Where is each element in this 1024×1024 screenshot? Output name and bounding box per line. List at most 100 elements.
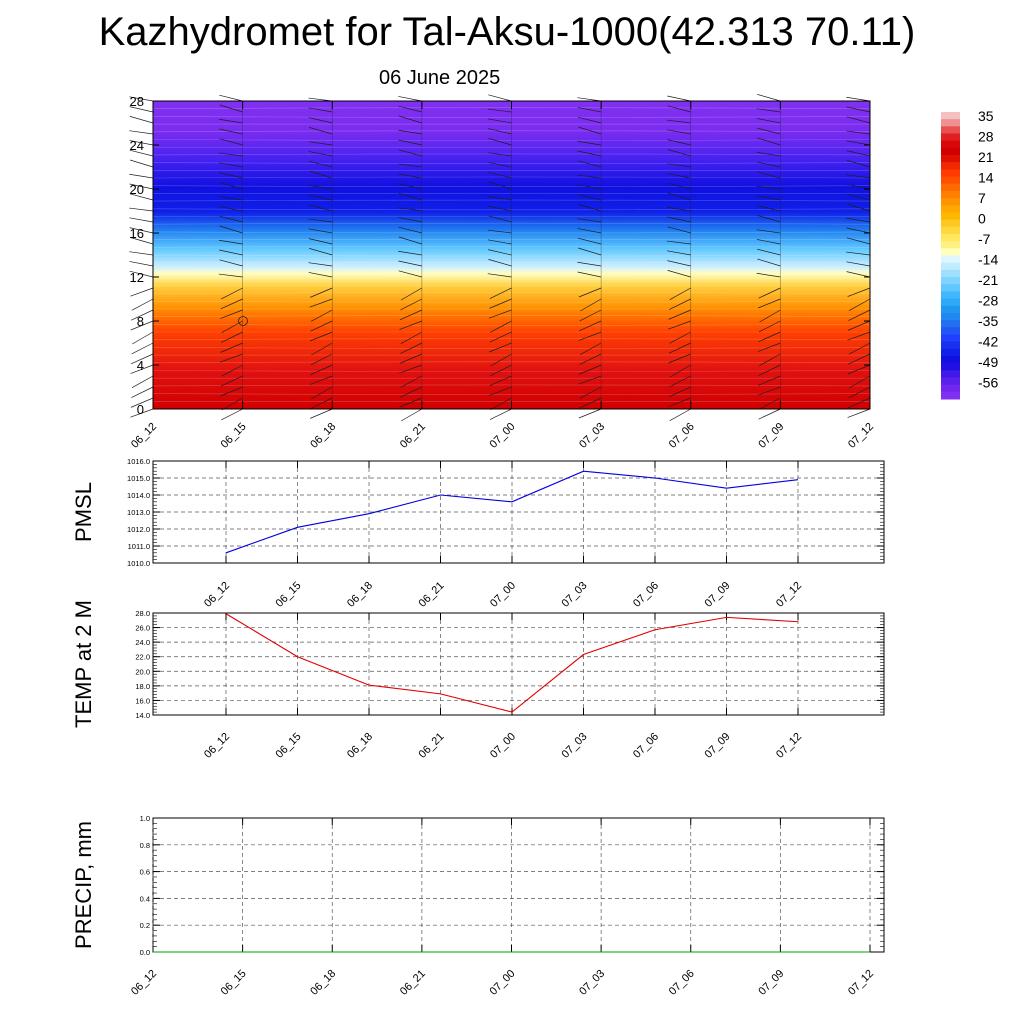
wind-barb (129, 106, 154, 113)
y-tick-label: 0.8 (140, 841, 150, 850)
wind-barb (846, 140, 871, 146)
wind-barb (489, 331, 512, 343)
wind-barb (577, 237, 602, 245)
wind-barb (667, 173, 691, 179)
wind-barb (846, 251, 871, 256)
y-tick-label: 24 (130, 138, 144, 153)
wind-barb (668, 397, 691, 407)
wind-barb (399, 309, 423, 321)
wind-barb (398, 217, 422, 223)
wind-barb (308, 228, 333, 234)
colorbar-swatch (941, 176, 960, 185)
wind-barb (131, 386, 154, 398)
wind-barb (219, 353, 243, 363)
wind-barb (129, 217, 154, 223)
wind-barb (847, 408, 871, 418)
wind-barb (219, 128, 243, 135)
wind-barb (667, 270, 691, 278)
colorbar-swatch (941, 334, 960, 343)
wind-barb (400, 298, 423, 311)
wind-barb (489, 287, 512, 299)
wind-barb (756, 151, 781, 157)
wind-barb (398, 236, 422, 245)
wind-barb (846, 130, 871, 135)
wind-barb (221, 364, 243, 377)
wind-barb (489, 364, 512, 377)
wind-barb (756, 195, 781, 201)
wind-barb (131, 298, 154, 311)
wind-barb (579, 386, 602, 399)
panel-frame (152, 612, 885, 716)
colorbar-swatch (941, 119, 960, 127)
y-tick-label: 1011.0 (128, 542, 150, 551)
y-tick-label: 28.0 (135, 609, 150, 618)
wind-barb (219, 172, 243, 179)
wind-barb (487, 108, 512, 113)
x-tick-label: 07_09 (703, 580, 733, 610)
wind-barb (399, 353, 423, 364)
colorbar-swatch (941, 183, 960, 192)
wind-barb (218, 162, 243, 168)
wind-barb (308, 184, 333, 190)
y-tick-label: 1.0 (140, 814, 150, 823)
colorbar-label: -28 (978, 293, 998, 309)
y-tick-label: 0.4 (140, 894, 150, 903)
wind-barb (400, 331, 423, 344)
x-tick-label: 07_03 (577, 968, 607, 998)
wind-barb (308, 194, 333, 201)
x-tick-label: 07_00 (488, 731, 518, 761)
wind-barb (400, 287, 423, 301)
x-tick-label: 06_15 (219, 968, 249, 998)
x-tick-label: 07_12 (774, 580, 804, 610)
temp-panel: 28.0 26.0 24.0 22.0 20.0 18.0 16.0 14.0 06_12 06_… (71, 600, 885, 761)
wind-barb (219, 182, 243, 190)
wind-barb (398, 115, 422, 124)
wind-barb (398, 105, 422, 113)
x-tick-label: 07_03 (560, 731, 590, 761)
wind-barb (669, 298, 691, 310)
page-date: 06 June 2025 (379, 67, 501, 89)
wind-barb (130, 364, 154, 374)
wind-barb (129, 149, 154, 157)
wind-barb (846, 271, 871, 278)
wind-barb (219, 104, 243, 113)
x-tick-label: 07_09 (756, 968, 786, 998)
wind-barb (311, 386, 333, 399)
wind-barb (488, 259, 512, 267)
colorbar-swatch (941, 348, 960, 357)
colorbar-label: -21 (978, 272, 998, 288)
wind-barb (221, 408, 243, 421)
colorbar-swatch (941, 391, 960, 400)
wind-barb (130, 397, 154, 408)
wind-barb (579, 342, 602, 355)
y-tick-label: 14.0 (135, 711, 150, 720)
wind-barb (488, 171, 512, 179)
wind-barb (578, 247, 602, 256)
wind-barb (309, 298, 333, 308)
wind-barb (399, 386, 423, 398)
x-tick-label: 06_12 (129, 421, 159, 451)
wind-barb (666, 206, 691, 212)
wind-barb (310, 353, 333, 366)
wind-barb (577, 261, 602, 267)
wind-barb (398, 226, 422, 234)
x-tick-label: 07_06 (631, 731, 661, 761)
colorbar-label: 0 (978, 211, 986, 227)
wind-barb (129, 159, 154, 168)
wind-barb (310, 364, 333, 376)
wind-barb (398, 96, 422, 102)
wind-barb (757, 137, 781, 146)
wind-barb (129, 116, 154, 124)
wind-barb (308, 204, 333, 212)
wind-barb (577, 116, 602, 124)
colorbar-swatch (941, 126, 960, 135)
wind-barb (488, 94, 512, 102)
wind-barb (399, 320, 423, 330)
wind-barb (578, 331, 602, 341)
wind-barb (846, 174, 871, 179)
colorbar-swatch (941, 269, 960, 278)
wind-barb (487, 229, 512, 234)
wind-barb (220, 331, 243, 343)
wind-barb (666, 240, 691, 245)
wind-barb (757, 342, 781, 352)
